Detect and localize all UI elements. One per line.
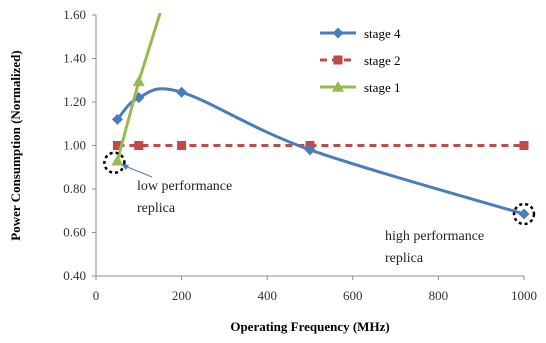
x-tick-labels: 0 200 400 600 800 1000 [93, 276, 537, 303]
high-performance-highlight-circle [512, 202, 536, 226]
annotations: low performance replica high performance re… [103, 151, 536, 266]
y-tick-label: 0.60 [63, 225, 86, 240]
legend-label-stage-1: stage 1 [364, 80, 400, 95]
y-tick-label: 1.40 [63, 51, 86, 66]
high-performance-label: high performance [385, 229, 484, 244]
data-point-stage-2 [134, 141, 144, 150]
series-stage-4 [116, 87, 525, 216]
low-performance-label: replica [137, 201, 176, 216]
series-line-stage-1 [115, 13, 162, 162]
data-point-stage-4 [518, 208, 530, 220]
series-line-stage-4 [116, 87, 525, 216]
data-point-stage-4 [176, 86, 188, 98]
low-performance-arrowhead [121, 164, 129, 170]
high-performance-label: replica [385, 251, 424, 266]
y-tick-label: 0.80 [63, 181, 86, 196]
plot-area: 0.40 0.60 0.80 1.00 1.20 1.40 1.60 0 200 400 600 8… [63, 7, 537, 303]
legend-marker-stage-1 [332, 81, 344, 92]
data-point-stage-2 [177, 141, 187, 150]
y-tick-label: 1.20 [63, 94, 86, 109]
x-tick-label: 1000 [511, 288, 537, 303]
low-performance-label: low performance [137, 179, 232, 194]
x-tick-label: 600 [343, 288, 363, 303]
y-axis-title: Power Consumption (Normalized) [8, 50, 23, 240]
y-tick-labels: 0.40 0.60 0.80 1.00 1.20 1.40 1.60 [63, 7, 96, 283]
data-point-stage-4 [304, 144, 316, 156]
y-tick-label: 0.40 [63, 268, 86, 283]
low-performance-highlight-circle [103, 151, 126, 174]
data-point-stage-1 [132, 75, 145, 87]
y-tick-label: 1.00 [63, 138, 86, 153]
y-tick-label: 1.60 [63, 7, 86, 22]
data-point-stage-2 [519, 141, 529, 150]
data-point-stage-4 [111, 113, 123, 125]
x-tick-label: 800 [429, 288, 449, 303]
series-stage-1 [115, 13, 162, 162]
x-tick-label: 200 [172, 288, 192, 303]
x-axis-title: Operating Frequency (MHz) [230, 319, 389, 334]
legend-label-stage-4: stage 4 [364, 26, 401, 41]
legend-marker-stage-2 [333, 55, 343, 65]
data-point-stage-2 [112, 141, 122, 150]
x-tick-label: 0 [93, 288, 100, 303]
legend-label-stage-2: stage 2 [364, 53, 400, 68]
legend-marker-stage-4 [332, 27, 344, 39]
legend: stage 4 stage 2 stage 1 [320, 26, 401, 95]
x-tick-label: 400 [257, 288, 277, 303]
low-performance-arrow [124, 165, 153, 178]
series-layer [111, 13, 530, 220]
data-point-stage-1 [111, 154, 124, 166]
